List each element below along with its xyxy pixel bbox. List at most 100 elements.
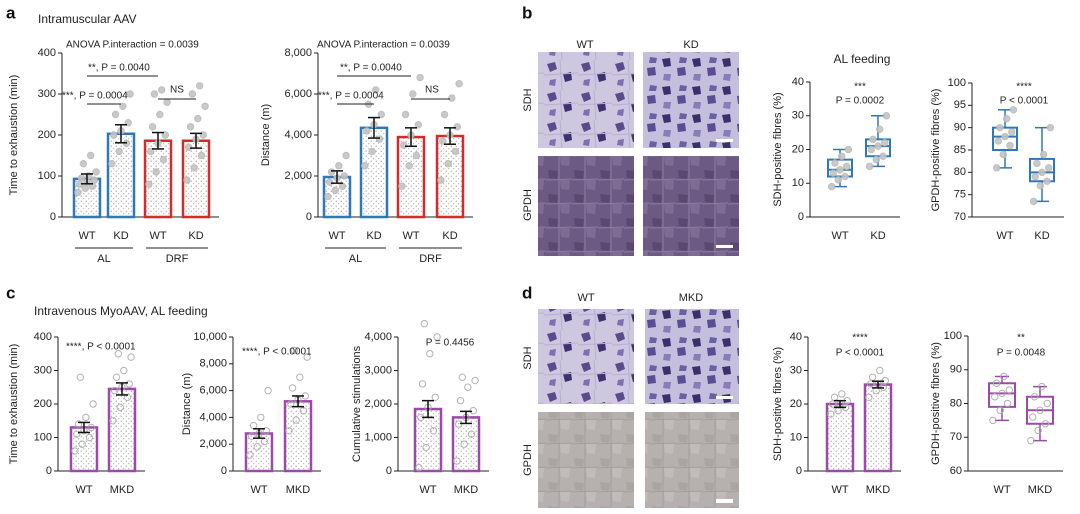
data-point [837, 152, 846, 160]
annotation: **, P = 0.0040 [88, 63, 150, 74]
chart-title: Intramuscular AAV [38, 12, 136, 26]
data-point [831, 159, 839, 167]
data-point [444, 160, 452, 168]
data-point [1029, 413, 1037, 421]
data-point [992, 379, 1001, 387]
data-point [290, 346, 299, 355]
data-point [157, 86, 166, 94]
x-tick-label: WT [78, 230, 95, 242]
y-axis-label: SDH-positive fibres (%) [772, 347, 784, 461]
data-point [190, 164, 198, 172]
data-point [111, 110, 120, 119]
data-point [844, 145, 853, 154]
bar [69, 426, 99, 473]
group-label: AL [349, 253, 362, 265]
bar [283, 400, 313, 473]
data-point [114, 350, 123, 358]
data-point [183, 176, 191, 184]
data-point [1036, 406, 1044, 414]
data-point [467, 430, 476, 438]
data-point [185, 143, 193, 152]
data-point [989, 416, 997, 425]
y-tick-label: 10,000 [193, 331, 227, 343]
y-tick-label: 95 [954, 99, 966, 111]
data-point [145, 180, 153, 188]
micrograph [538, 309, 634, 404]
y-tick-label: 2,000 [284, 170, 312, 182]
data-point [148, 123, 157, 131]
micrograph [538, 156, 634, 256]
scale-bar [716, 139, 733, 142]
data-point [1027, 436, 1035, 445]
data-point [292, 416, 300, 424]
data-point [71, 447, 79, 455]
data-point [127, 353, 135, 361]
data-point [836, 166, 844, 174]
bar [825, 402, 855, 473]
y-axis-label: Time to exhaustion (min) [8, 75, 20, 196]
data-point [73, 430, 81, 438]
data-point [882, 112, 891, 120]
x-tick-label: WT [328, 230, 345, 242]
data-point [1003, 399, 1012, 408]
data-point [418, 380, 427, 388]
y-tick-label: 40 [790, 331, 802, 343]
y-tick-label: 30 [792, 110, 804, 122]
data-point [992, 164, 1001, 172]
data-point [86, 151, 95, 160]
image-column-label: MKD [679, 292, 704, 304]
data-point [1031, 173, 1039, 181]
panel-label: b [522, 3, 532, 22]
data-point [868, 373, 877, 381]
data-point [867, 145, 875, 154]
y-axis-label: Distance (m) [260, 104, 272, 166]
data-point [253, 443, 261, 451]
data-point [340, 172, 348, 180]
annotation: ***, P = 0.0004 [318, 91, 384, 102]
annotation: P = 0.0002 [836, 96, 885, 107]
y-axis-label: SDH-positive fibres (%) [772, 92, 784, 206]
data-point [361, 162, 369, 170]
data-point [881, 139, 889, 147]
data-point [342, 151, 350, 160]
y-tick-label: 300 [34, 364, 52, 376]
data-point [422, 443, 430, 452]
y-tick-label: 90 [954, 122, 966, 134]
data-point [420, 319, 429, 328]
data-point [398, 182, 406, 190]
data-point [876, 366, 884, 375]
data-point [1030, 393, 1039, 401]
data-point [194, 114, 202, 123]
data-point [123, 393, 132, 401]
data-point [875, 125, 884, 133]
data-point [1038, 168, 1046, 177]
chart-title: Intravenous MyoAAV, AL feeding [34, 304, 208, 318]
y-tick-label: 30 [790, 364, 802, 376]
bar [143, 139, 173, 219]
data-point [455, 80, 463, 88]
y-tick-label: 80 [950, 397, 962, 409]
annotation: ANOVA P.interaction = 0.0039 [66, 40, 199, 51]
data-point [1034, 426, 1042, 435]
annotation: ****, P < 0.0001 [66, 342, 136, 353]
data-point [87, 423, 95, 432]
annotation: **** [1016, 82, 1032, 93]
y-tick-label: 100 [38, 170, 56, 182]
data-point [79, 160, 88, 168]
data-point [81, 184, 89, 193]
data-point [879, 152, 887, 160]
group-label: DRF [419, 253, 442, 265]
annotation: *** [854, 82, 866, 93]
image-column-label: KD [683, 39, 698, 51]
y-tick-label: 4,000 [284, 129, 312, 141]
image-column-label: WT [577, 292, 594, 304]
y-tick-label: 4,000 [199, 411, 227, 423]
data-point [830, 393, 839, 401]
data-point [1043, 177, 1051, 185]
data-point [197, 151, 206, 160]
annotation: ANOVA P.interaction = 0.0039 [317, 40, 450, 51]
y-tick-label: 400 [38, 47, 56, 59]
data-point [112, 373, 121, 381]
data-point [338, 182, 347, 190]
annotation: NS [425, 85, 439, 96]
